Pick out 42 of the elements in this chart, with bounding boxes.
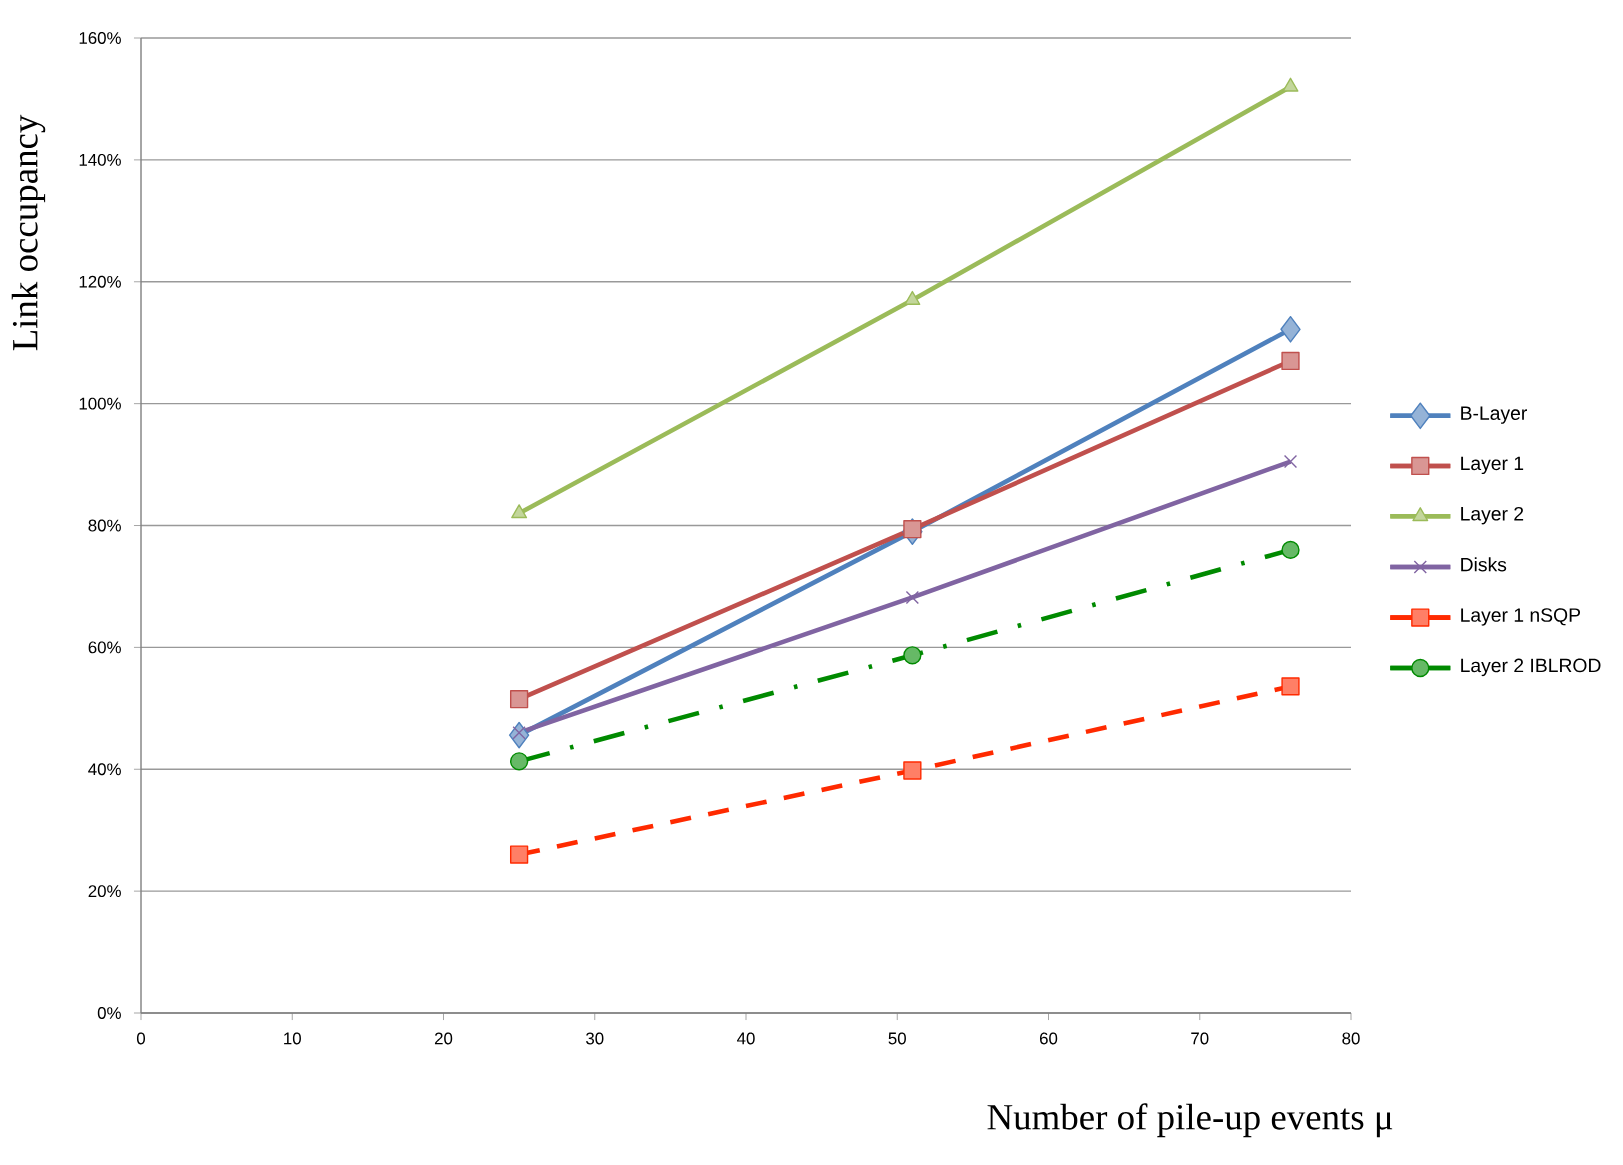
x-tick-label: 40 xyxy=(737,1032,755,1045)
legend-label: Disks xyxy=(1461,557,1507,572)
legend-label: B-Layer xyxy=(1461,406,1527,424)
x-tick-label: 0 xyxy=(136,1032,146,1045)
y-tick-label: 120% xyxy=(79,275,121,288)
point xyxy=(511,504,528,519)
point xyxy=(1281,677,1300,696)
point xyxy=(512,726,526,740)
x-tick-label: 60 xyxy=(1040,1032,1058,1045)
point xyxy=(509,690,529,709)
y-tick-label: 20% xyxy=(88,885,121,898)
x-tick-label: 30 xyxy=(586,1032,604,1045)
point xyxy=(1282,77,1299,92)
y-tick-label: 160% xyxy=(79,32,121,44)
legend-label: Layer 2 IBLROD xyxy=(1461,658,1601,677)
point xyxy=(904,290,921,305)
point xyxy=(903,520,922,539)
point xyxy=(1283,454,1298,469)
x-tick-label: 20 xyxy=(434,1032,453,1045)
y-tick-label: 40% xyxy=(88,763,121,776)
x-tick-label: 50 xyxy=(888,1032,906,1045)
x-tick-label: 10 xyxy=(284,1032,301,1045)
x-tick-label: 70 xyxy=(1191,1032,1209,1045)
y-tick-label: 100% xyxy=(79,397,121,410)
point xyxy=(1280,315,1301,343)
point xyxy=(509,845,529,864)
legend-label: Layer 2 xyxy=(1461,506,1524,525)
x-axis-title: Number of pile-up events μ xyxy=(987,1103,1393,1138)
point xyxy=(1281,540,1300,560)
legend-label: Layer 1 xyxy=(1461,456,1524,475)
y-tick-label: 80% xyxy=(88,519,121,532)
x-tick-label: 80 xyxy=(1342,1032,1360,1045)
point xyxy=(509,752,529,771)
point xyxy=(1281,351,1300,371)
y-axis-title: Link occupancy xyxy=(11,114,46,351)
y-tick-label: 140% xyxy=(79,153,121,166)
y-tick-label: 60% xyxy=(88,641,121,654)
y-tick-label: 0% xyxy=(97,1007,121,1019)
legend-label: Layer 1 nSQP xyxy=(1461,608,1581,626)
point xyxy=(903,646,922,665)
point xyxy=(903,761,922,780)
point xyxy=(905,590,920,605)
